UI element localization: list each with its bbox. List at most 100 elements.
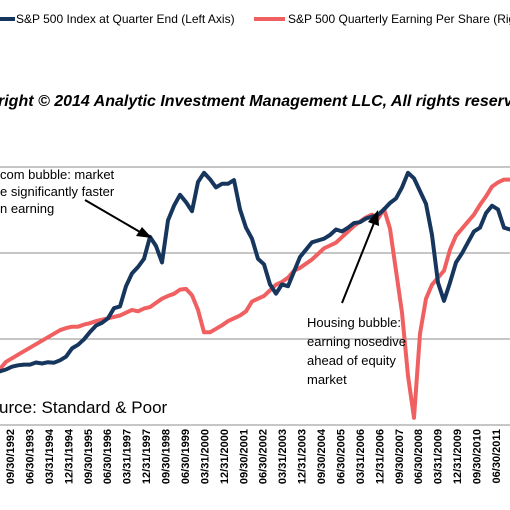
series-index-point <box>359 221 361 223</box>
series-index-point <box>269 283 271 286</box>
x-tick-label: 09/30/1992 <box>5 429 17 484</box>
series-index-point <box>245 226 247 229</box>
series-earnings-point <box>341 236 343 238</box>
series-index-point <box>185 201 187 203</box>
series-index-point <box>191 210 193 212</box>
series-earnings-point <box>401 311 403 314</box>
series-earnings-point <box>95 320 97 322</box>
series-index-point <box>389 202 391 204</box>
x-tick-label: 03/31/2006 <box>355 429 367 484</box>
series-earnings-point <box>173 293 175 295</box>
series-index-point <box>317 239 319 242</box>
series-index-line <box>0 170 510 374</box>
series-index-point <box>47 361 49 364</box>
x-tick-label: 06/30/2011 <box>491 429 503 483</box>
annotation-housing-arrow <box>341 222 375 304</box>
series-index-point <box>137 266 139 268</box>
series-earnings-point <box>287 276 289 279</box>
x-tick-label: 03/31/2000 <box>199 429 211 484</box>
series-index-point <box>341 230 343 233</box>
annotation-housing-arrowhead <box>368 210 379 226</box>
series-index-point <box>425 203 427 205</box>
series-earnings-point <box>137 310 139 313</box>
series-index-point <box>197 181 199 183</box>
series-index-point <box>83 338 85 341</box>
series-earnings-point <box>191 294 193 297</box>
series-index-point <box>65 355 67 358</box>
series-index-point <box>71 347 73 350</box>
series-index-point <box>467 241 469 244</box>
series-earnings-point <box>263 295 265 297</box>
series-index-point <box>5 368 7 371</box>
series-earnings-point <box>233 317 235 320</box>
series-index-point <box>131 272 133 275</box>
series-index-point <box>449 281 451 284</box>
series-earnings-point <box>119 314 121 317</box>
series-index-point <box>395 197 397 200</box>
x-tick-label: 12/31/2003 <box>297 429 309 484</box>
series-index-point <box>293 270 295 273</box>
series-earnings-point <box>257 297 259 300</box>
series-earnings-point <box>89 322 91 325</box>
series-earnings-point <box>311 258 313 261</box>
x-tick-label: 03/31/2003 <box>277 429 289 484</box>
series-index-point <box>113 307 115 310</box>
series-index-point <box>251 237 253 240</box>
series-earnings-point <box>221 324 223 327</box>
annotation-dotcom-arrow <box>84 199 141 233</box>
series-earnings-point <box>281 281 283 283</box>
series-index-point <box>479 226 481 229</box>
annotation-dotcom-line-2: e significantly faster <box>0 184 115 199</box>
series-earnings-point <box>329 244 331 247</box>
series-earnings-point <box>503 178 505 181</box>
series-index-point <box>101 322 103 324</box>
series-earnings-point <box>413 417 415 419</box>
x-axis-tick-labels: 09/30/1992 06/30/1993 03/31/1994 12/31/1994… <box>5 428 503 484</box>
series-index-point <box>29 363 31 366</box>
series-index-point <box>209 178 211 180</box>
copyright-notice: right © 2014 Analytic Investment Managem… <box>0 93 510 110</box>
annotation-dotcom-line-1: com bubble: market <box>0 167 115 182</box>
series-earnings <box>0 177 510 420</box>
series-index-point <box>281 283 283 286</box>
series-earnings-point <box>479 204 481 206</box>
series-earnings-point <box>29 346 31 349</box>
legend-label-index: S&P 500 Index at Quarter End (Left Axis) <box>16 12 235 26</box>
x-tick-label: 06/30/1999 <box>180 429 192 484</box>
series-index-point <box>455 261 457 264</box>
series-index-point <box>473 230 475 233</box>
x-tick-label: 03/31/1997 <box>122 429 134 484</box>
series-earnings-point <box>215 328 217 330</box>
series-earnings-point <box>407 375 409 377</box>
series-index-point <box>305 248 307 251</box>
series-index-point <box>179 194 181 196</box>
series-index-point <box>203 172 205 174</box>
series-index-point <box>155 245 157 247</box>
series-earnings-point <box>47 336 49 339</box>
series-index-point <box>491 204 493 207</box>
series-index-point <box>437 281 439 284</box>
series-earnings-point <box>143 307 145 310</box>
series-index-point <box>413 177 415 180</box>
series-earnings-point <box>11 357 13 360</box>
series-earnings-point <box>431 283 433 286</box>
series-earnings-point <box>155 302 157 304</box>
series-index-point <box>263 263 265 266</box>
series-earnings-point <box>209 331 211 334</box>
series-index-point <box>323 237 325 240</box>
series-index-point <box>383 208 385 211</box>
series-earnings-point <box>5 361 7 363</box>
series-earnings-point <box>59 329 61 332</box>
series-earnings-point <box>65 327 67 329</box>
x-tick-label: 09/30/1995 <box>83 429 95 484</box>
x-tick-label: 09/30/1998 <box>161 429 173 484</box>
series-earnings-point <box>161 297 163 300</box>
series-index-point <box>41 362 43 365</box>
series-index-point <box>503 226 505 229</box>
series-index-point <box>59 359 61 362</box>
series-earnings-point <box>203 331 205 334</box>
series-index-point <box>257 258 259 260</box>
series-index-point <box>35 361 37 364</box>
series-index-point <box>329 234 331 236</box>
